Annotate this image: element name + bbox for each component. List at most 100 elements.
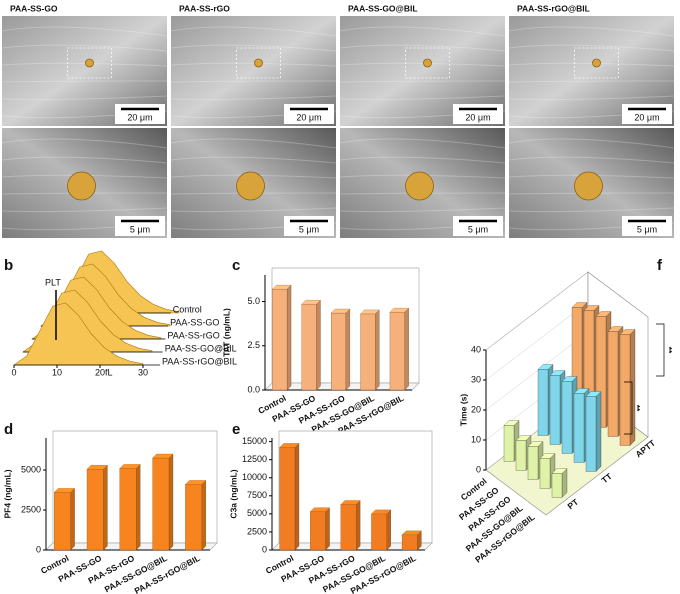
bar-top — [271, 285, 292, 290]
bar-side — [103, 464, 108, 551]
image-label: PAA-SS-rGO — [179, 3, 230, 13]
image-label: PAA-SS-GO@BIL — [348, 3, 418, 13]
sem-texture — [508, 138, 675, 149]
y-tick-label: 12500 — [242, 454, 267, 464]
y-axis-label: Time (s) — [458, 394, 468, 427]
bar-top — [53, 488, 75, 493]
bar-side — [345, 308, 351, 391]
bar — [585, 396, 597, 472]
y-tick-label: 2500 — [247, 526, 267, 536]
bar — [330, 312, 346, 391]
y-axis-label: PF4 (ng/mL) — [2, 469, 12, 518]
bar — [119, 468, 137, 551]
bar — [310, 511, 326, 551]
bar-top — [561, 376, 578, 382]
bar-top — [539, 453, 556, 459]
platelet — [67, 171, 96, 201]
scale-label: 5 μm — [130, 224, 150, 234]
bar — [279, 447, 296, 551]
sem-texture — [1, 62, 168, 67]
scale-label: 20 μm — [127, 112, 152, 122]
sem-texture — [508, 44, 675, 52]
scale-label: 20 μm — [465, 112, 490, 122]
y-tick-label: 5.0 — [247, 296, 260, 306]
x-tick-label: 20 — [95, 367, 105, 377]
bar-side — [294, 443, 300, 551]
bar-side — [136, 464, 141, 551]
sem-texture — [508, 207, 675, 213]
sem-texture — [339, 174, 506, 179]
bar-side — [168, 453, 174, 551]
bar-top — [152, 453, 174, 459]
bar-side — [316, 299, 321, 391]
sem-texture — [508, 80, 675, 83]
bar — [54, 492, 71, 551]
x-tick-label: 10 — [52, 367, 62, 377]
bar-side — [325, 507, 330, 551]
sem-texture — [1, 95, 168, 101]
y-tick-label: 5000 — [247, 508, 267, 518]
sem-texture — [339, 62, 506, 67]
bar — [86, 469, 104, 551]
sem-texture — [339, 26, 506, 37]
bar-side — [355, 500, 361, 551]
bar-top — [607, 326, 624, 332]
platelet — [236, 171, 265, 201]
sem-texture — [508, 95, 675, 101]
sem-texture — [1, 174, 168, 179]
scale-label: 5 μm — [299, 224, 319, 234]
sem-texture — [508, 26, 675, 37]
x-tick-label: 0 — [11, 367, 16, 377]
bar — [549, 375, 561, 445]
sem-texture — [339, 44, 506, 52]
sem-texture — [508, 156, 675, 164]
series-label: PAA-SS-rGO — [167, 330, 219, 340]
bar-top — [301, 300, 321, 305]
zoom-box — [67, 47, 112, 79]
y-axis-label: C3a (ng/mL) — [228, 469, 238, 518]
panel-label: d — [4, 421, 13, 438]
sem-texture — [170, 44, 337, 52]
grid-line — [485, 331, 589, 411]
series-label: PAA-SS-rGO@BIL — [162, 356, 237, 366]
bar — [515, 440, 527, 471]
bar — [389, 312, 405, 391]
bar-side — [286, 284, 292, 391]
bar — [401, 534, 418, 551]
y-tick-label: 40 — [471, 344, 481, 354]
bar-top — [549, 370, 566, 376]
bar-side — [375, 309, 380, 391]
platelet — [423, 58, 432, 68]
y-tick-label: 0 — [476, 464, 481, 474]
zoom-box — [236, 47, 281, 79]
annotation: ** — [632, 405, 642, 412]
bar-top — [595, 311, 612, 317]
platelet — [85, 58, 94, 68]
bar — [537, 369, 549, 436]
bar-top — [309, 507, 330, 512]
bar — [340, 504, 357, 551]
sem-texture — [170, 156, 337, 164]
ridge-area — [13, 302, 144, 366]
zoom-box — [405, 47, 450, 79]
y-tick-label: 0 — [262, 544, 267, 554]
bar-top — [503, 420, 520, 426]
y-tick-label: 0 — [36, 544, 41, 554]
bar — [360, 313, 376, 391]
label-box — [6, 3, 78, 14]
y-axis-label: TAT (ng/mL) — [221, 308, 231, 357]
grid-line — [485, 361, 589, 441]
bar-side — [595, 391, 602, 472]
bar-top — [401, 530, 422, 535]
sem-texture — [170, 26, 337, 37]
y-tick-label: 10 — [471, 434, 481, 444]
sem-texture — [1, 156, 168, 164]
y-tick-label: 0.0 — [247, 384, 260, 394]
platelet — [574, 171, 603, 201]
bar-side — [629, 329, 636, 446]
bar-top — [583, 305, 600, 311]
scale-label: 20 μm — [296, 112, 321, 122]
panel-label: f — [657, 257, 663, 274]
platelet — [592, 58, 601, 68]
